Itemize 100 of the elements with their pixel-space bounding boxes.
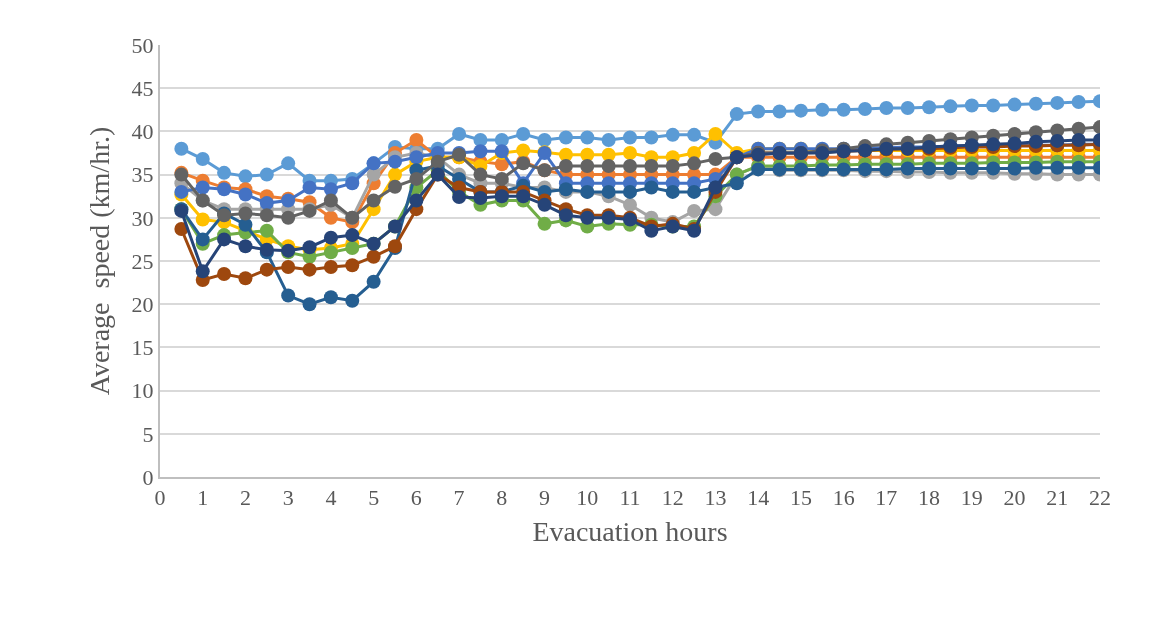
y-tick-label: 25	[131, 248, 154, 274]
y-tick-label: 5	[142, 421, 154, 447]
point	[323, 260, 338, 275]
point	[323, 182, 338, 197]
y-tick-label: 45	[131, 75, 154, 101]
y-tick-label: 40	[131, 119, 154, 145]
y-tick-label: 10	[131, 378, 154, 404]
point	[217, 232, 232, 247]
point	[836, 102, 851, 117]
y-tick-label: 20	[131, 291, 154, 317]
x-tick-label: 8	[496, 485, 508, 511]
x-tick-label: 21	[1046, 485, 1069, 511]
point	[601, 158, 616, 173]
x-tick-label: 20	[1003, 485, 1026, 511]
y-tick-label: 15	[131, 335, 154, 361]
point	[943, 99, 958, 114]
point	[238, 206, 253, 221]
point	[302, 262, 317, 277]
point	[494, 189, 509, 204]
point	[644, 223, 659, 238]
point	[388, 154, 402, 169]
x-tick-label: 9	[539, 485, 551, 511]
x-tick-label: 2	[239, 485, 251, 511]
point	[922, 100, 937, 115]
point	[601, 184, 616, 199]
point	[302, 297, 317, 312]
point	[729, 107, 744, 122]
point	[665, 184, 680, 199]
point	[644, 158, 659, 173]
point	[323, 290, 338, 305]
y-tick-label: 35	[131, 162, 154, 188]
point	[238, 271, 253, 286]
point	[494, 171, 509, 186]
point	[772, 104, 787, 119]
point	[516, 126, 531, 141]
point	[345, 241, 360, 256]
point	[537, 216, 552, 231]
point	[302, 180, 317, 195]
point	[751, 104, 766, 119]
point	[986, 98, 1001, 113]
point	[259, 262, 274, 277]
y-tick-label: 50	[131, 32, 154, 58]
point	[623, 146, 637, 160]
point	[516, 143, 531, 158]
x-tick-label: 3	[282, 485, 294, 511]
point	[964, 161, 979, 176]
point	[1028, 134, 1043, 149]
x-tick-label: 19	[960, 485, 983, 511]
x-tick-label: 15	[789, 485, 812, 511]
point	[195, 264, 210, 279]
point	[366, 249, 381, 264]
point	[580, 130, 595, 145]
point	[580, 158, 595, 173]
point	[516, 189, 531, 204]
point	[281, 260, 296, 275]
point	[323, 230, 338, 245]
point	[238, 187, 253, 202]
point	[793, 103, 808, 118]
x-tick-label: 11	[619, 485, 641, 511]
point	[473, 190, 488, 205]
x-tick-label: 10	[576, 485, 599, 511]
point	[665, 127, 680, 142]
point	[409, 193, 424, 208]
point	[687, 127, 702, 142]
point	[537, 197, 552, 212]
y-tick-label: 30	[131, 205, 154, 231]
x-tick-label: 1	[197, 485, 209, 511]
point	[323, 245, 338, 260]
point	[388, 179, 402, 194]
point	[943, 161, 958, 176]
point	[195, 212, 210, 227]
point	[452, 126, 467, 141]
point	[345, 258, 360, 273]
x-tick-label: 4	[325, 485, 337, 511]
point	[345, 293, 360, 308]
point	[1071, 95, 1086, 110]
x-tick-label: 13	[704, 485, 727, 511]
point	[409, 171, 424, 186]
point	[345, 228, 360, 243]
point	[195, 232, 210, 247]
point	[623, 197, 637, 212]
point	[473, 167, 488, 182]
point	[687, 203, 702, 218]
x-tick-label: 12	[661, 485, 684, 511]
point	[665, 158, 680, 173]
point	[366, 193, 381, 208]
point	[238, 239, 253, 254]
point	[1028, 96, 1043, 111]
point	[900, 101, 915, 116]
x-tick-label: 6	[410, 485, 422, 511]
y-axis-title: Average speed (km/hr.)	[83, 126, 115, 396]
point	[323, 210, 338, 225]
point	[345, 176, 360, 191]
point	[259, 223, 274, 238]
point	[195, 152, 210, 167]
point	[1071, 133, 1086, 148]
point	[452, 190, 467, 205]
point	[879, 101, 894, 116]
point	[708, 152, 723, 167]
x-tick-label: 7	[453, 485, 465, 511]
